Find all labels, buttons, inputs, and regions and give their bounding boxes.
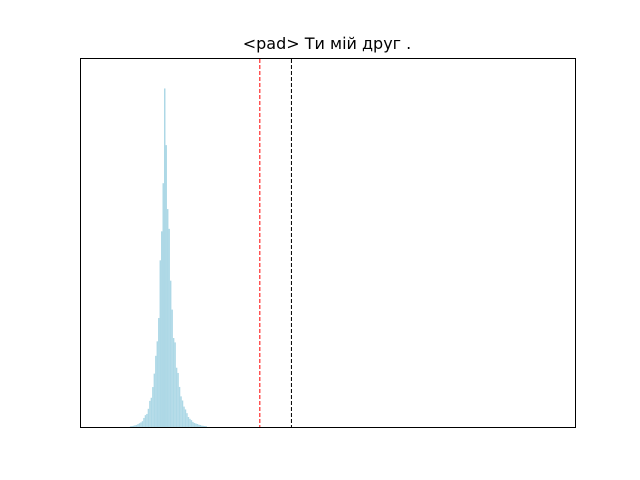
histogram-bar [201, 425, 203, 427]
histogram-bar [129, 426, 132, 427]
histogram-bar [202, 425, 204, 427]
histogram-bar [204, 426, 206, 427]
histogram-bar [189, 418, 191, 427]
histogram-bar [187, 417, 190, 427]
histogram-bar [158, 318, 160, 427]
histogram-bar [138, 423, 141, 427]
plot-frame [80, 58, 576, 428]
histogram-bar [183, 406, 185, 427]
histogram-bar [166, 209, 169, 427]
histogram-bar [186, 413, 188, 427]
histogram-bar [141, 421, 144, 427]
histogram-bar [146, 413, 148, 427]
histogram-bar [198, 424, 200, 427]
histogram-bar [144, 415, 147, 427]
histogram-bar [205, 426, 207, 427]
histogram-bar [181, 400, 184, 427]
histogram-bar [196, 424, 199, 427]
histogram-bar [135, 424, 138, 427]
histogram-bar [134, 425, 136, 427]
histogram-bar [195, 423, 197, 427]
histogram-bar [147, 408, 150, 427]
histogram-bar [193, 422, 196, 427]
histogram-bar [192, 421, 194, 427]
histogram-bar [137, 424, 139, 427]
histogram-bars [129, 88, 207, 427]
histogram-bar [132, 425, 135, 427]
histogram-bar [168, 228, 170, 427]
histogram-bar [161, 231, 163, 427]
reference-lines [259, 59, 292, 427]
histogram-bar [150, 397, 153, 427]
histogram-bar [153, 373, 156, 427]
histogram-bar [163, 88, 166, 427]
histogram-bar [149, 400, 151, 427]
histogram-bar [199, 424, 202, 427]
histogram-bar [156, 341, 159, 427]
histogram-bar [184, 409, 187, 427]
histogram-bar [177, 372, 179, 427]
histogram-bar [178, 386, 181, 427]
histogram-bar [165, 145, 167, 427]
histogram-bar [143, 417, 145, 427]
histogram-bar [162, 183, 164, 427]
histogram-bar [169, 280, 172, 427]
histogram-bar [172, 338, 175, 427]
histogram-bar [155, 355, 157, 427]
chart-title: <pad> Ти мій друг . [243, 34, 412, 53]
histogram-bar [159, 260, 162, 427]
histogram-bar [175, 367, 178, 427]
histogram-bar [190, 420, 193, 427]
histogram-bar [152, 387, 154, 427]
histogram-bar [180, 396, 182, 427]
histogram-bar [171, 309, 173, 427]
histogram-bar [131, 425, 133, 427]
histogram-bar [140, 422, 142, 427]
histogram-bar [174, 342, 176, 427]
